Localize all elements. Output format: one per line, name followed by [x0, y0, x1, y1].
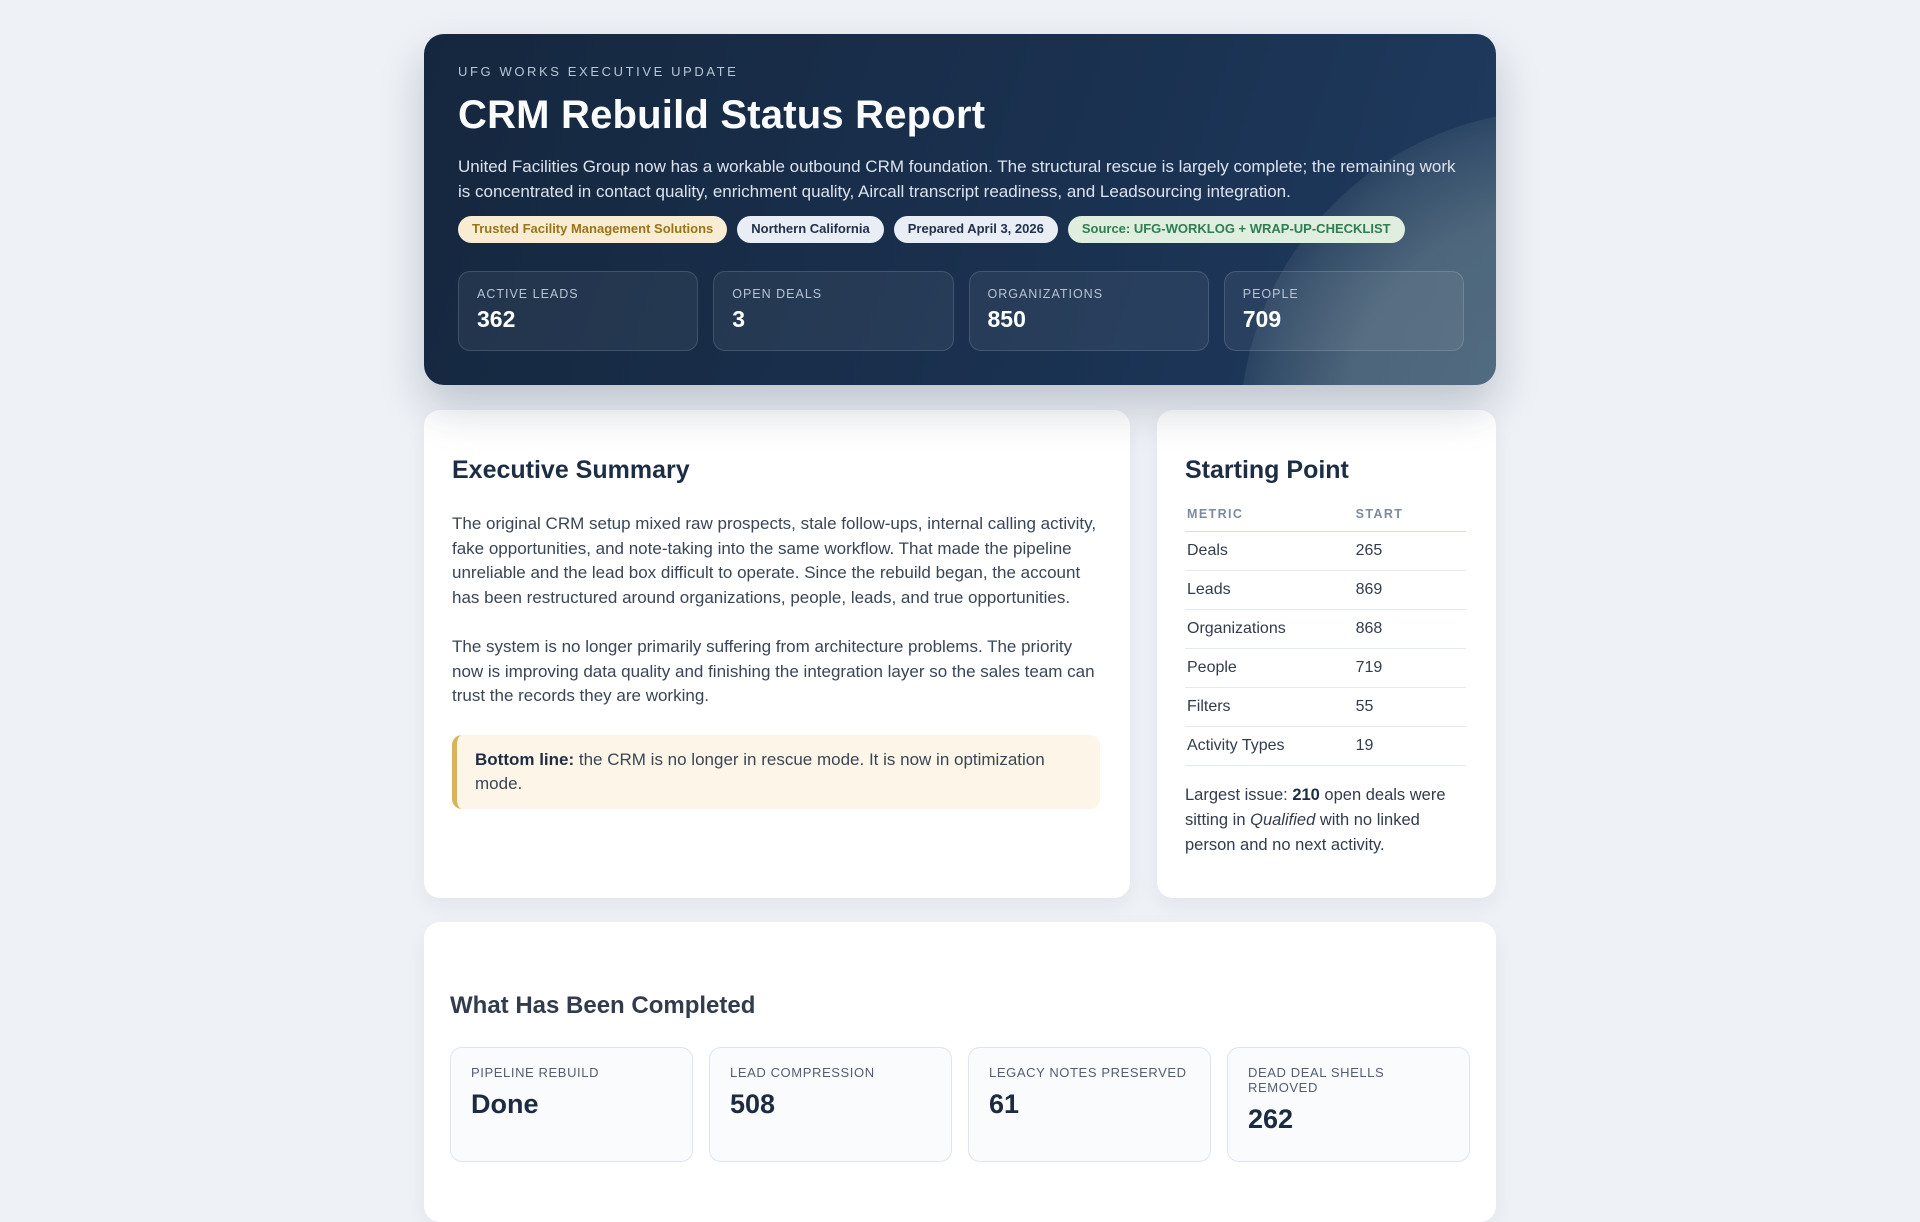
- metric-value: 719: [1353, 648, 1466, 688]
- badge-source: Source: UFG-WORKLOG + WRAP-UP-CHECKLIST: [1067, 216, 1405, 243]
- metric-name: Activity Types: [1185, 726, 1354, 766]
- stat-value: 3: [732, 306, 746, 332]
- largest-issue-note: Largest issue: 210 open deals were sitti…: [1185, 783, 1466, 858]
- metric-value: 869: [1353, 570, 1466, 610]
- metric-name: People: [1185, 648, 1354, 688]
- metric-value: 868: [1353, 609, 1466, 649]
- report-intro: United Facilities Group now has a workab…: [458, 157, 1456, 201]
- stat-card-people: PEOPLE 709: [1223, 271, 1464, 351]
- bottom-line-callout: Bottom line: the CRM is no longer in res…: [452, 734, 1100, 809]
- metric-value: 265: [1353, 531, 1466, 571]
- completed-label: PIPELINE REBUILD: [471, 1064, 600, 1080]
- table-header-row: METRIC START: [1185, 507, 1466, 532]
- completed-grid: PIPELINE REBUILD Done LEAD COMPRESSION 5…: [450, 1046, 1470, 1162]
- stat-value: 850: [987, 306, 1026, 332]
- starting-point-card: Starting Point METRIC START Deals 265 Le…: [1157, 410, 1496, 898]
- stat-value: 362: [477, 306, 516, 332]
- note-prefix: Largest issue:: [1185, 786, 1293, 804]
- badge-region: Northern California: [737, 216, 884, 243]
- note-emphasis: Qualified: [1250, 811, 1316, 829]
- completed-label: LEGACY NOTES PRESERVED: [989, 1064, 1187, 1080]
- column-header-metric: METRIC: [1185, 507, 1354, 532]
- completed-value: 262: [1248, 1103, 1294, 1134]
- badge-trusted-solutions: Trusted Facility Management Solutions: [458, 216, 728, 243]
- stat-label: PEOPLE: [1242, 287, 1299, 301]
- table-row: Deals 265: [1185, 531, 1466, 571]
- metric-name: Deals: [1185, 531, 1354, 571]
- metric-name: Filters: [1185, 687, 1354, 727]
- stat-card-organizations: ORGANIZATIONS 850: [968, 271, 1209, 351]
- completed-value: Done: [471, 1088, 539, 1119]
- executive-summary-paragraph-2: The system is no longer primarily suffer…: [452, 637, 1095, 705]
- completed-card-pipeline-rebuild: PIPELINE REBUILD Done: [450, 1046, 693, 1162]
- starting-point-heading: Starting Point: [1185, 456, 1349, 484]
- table-row: Filters 55: [1185, 687, 1466, 727]
- report-eyebrow: UFG WORKS EXECUTIVE UPDATE: [458, 64, 739, 79]
- completed-card-legacy-notes: LEGACY NOTES PRESERVED 61: [968, 1046, 1211, 1162]
- note-highlight: 210: [1292, 786, 1320, 804]
- metric-value: 55: [1353, 687, 1466, 727]
- note-middle: open deals were sitting in: [1185, 786, 1446, 829]
- metric-name: Leads: [1185, 570, 1354, 610]
- completed-value: 61: [989, 1088, 1020, 1119]
- table-row: People 719: [1185, 648, 1466, 688]
- executive-summary-heading: Executive Summary: [452, 456, 690, 484]
- completed-card-lead-compression: LEAD COMPRESSION 508: [709, 1046, 952, 1162]
- hero-stat-grid: ACTIVE LEADS 362 OPEN DEALS 3 ORGANIZATI…: [458, 271, 1464, 351]
- table-row: Leads 869: [1185, 570, 1466, 610]
- summary-row: Executive Summary The original CRM setup…: [424, 410, 1496, 898]
- badge-row: Trusted Facility Management Solutions No…: [458, 216, 1464, 243]
- table-row: Activity Types 19: [1185, 726, 1466, 766]
- metric-value: 19: [1353, 726, 1466, 766]
- callout-label: Bottom line:: [475, 749, 575, 769]
- hero-banner: UFG WORKS EXECUTIVE UPDATE CRM Rebuild S…: [424, 34, 1496, 385]
- executive-summary-card: Executive Summary The original CRM setup…: [424, 410, 1130, 898]
- stat-card-open-deals: OPEN DEALS 3: [713, 271, 954, 351]
- completed-label: LEAD COMPRESSION: [730, 1064, 875, 1080]
- completed-heading: What Has Been Completed: [450, 991, 756, 1019]
- completed-value: 508: [730, 1088, 776, 1119]
- table-row: Organizations 868: [1185, 609, 1466, 649]
- metrics-table: METRIC START Deals 265 Leads 869 Organiz…: [1185, 507, 1466, 766]
- completed-card-dead-deal-shells: DEAD DEAL SHELLS REMOVED 262: [1227, 1046, 1470, 1162]
- report-page: UFG WORKS EXECUTIVE UPDATE CRM Rebuild S…: [424, 0, 1496, 1222]
- stat-label: ACTIVE LEADS: [477, 287, 579, 301]
- column-header-start: START: [1353, 507, 1466, 532]
- callout-text: the CRM is no longer in rescue mode. It …: [475, 749, 1045, 793]
- stat-label: OPEN DEALS: [732, 287, 823, 301]
- executive-summary-paragraph-1: The original CRM setup mixed raw prospec…: [452, 514, 1097, 607]
- note-suffix: with no linked person and no next activi…: [1185, 811, 1420, 854]
- completed-card: What Has Been Completed PIPELINE REBUILD…: [424, 922, 1496, 1222]
- badge-prepared-date: Prepared April 3, 2026: [893, 216, 1058, 243]
- metric-name: Organizations: [1185, 609, 1354, 649]
- stat-value: 709: [1242, 306, 1282, 332]
- stat-card-active-leads: ACTIVE LEADS 362: [458, 271, 699, 351]
- stat-label: ORGANIZATIONS: [987, 287, 1104, 301]
- report-title: CRM Rebuild Status Report: [458, 93, 986, 137]
